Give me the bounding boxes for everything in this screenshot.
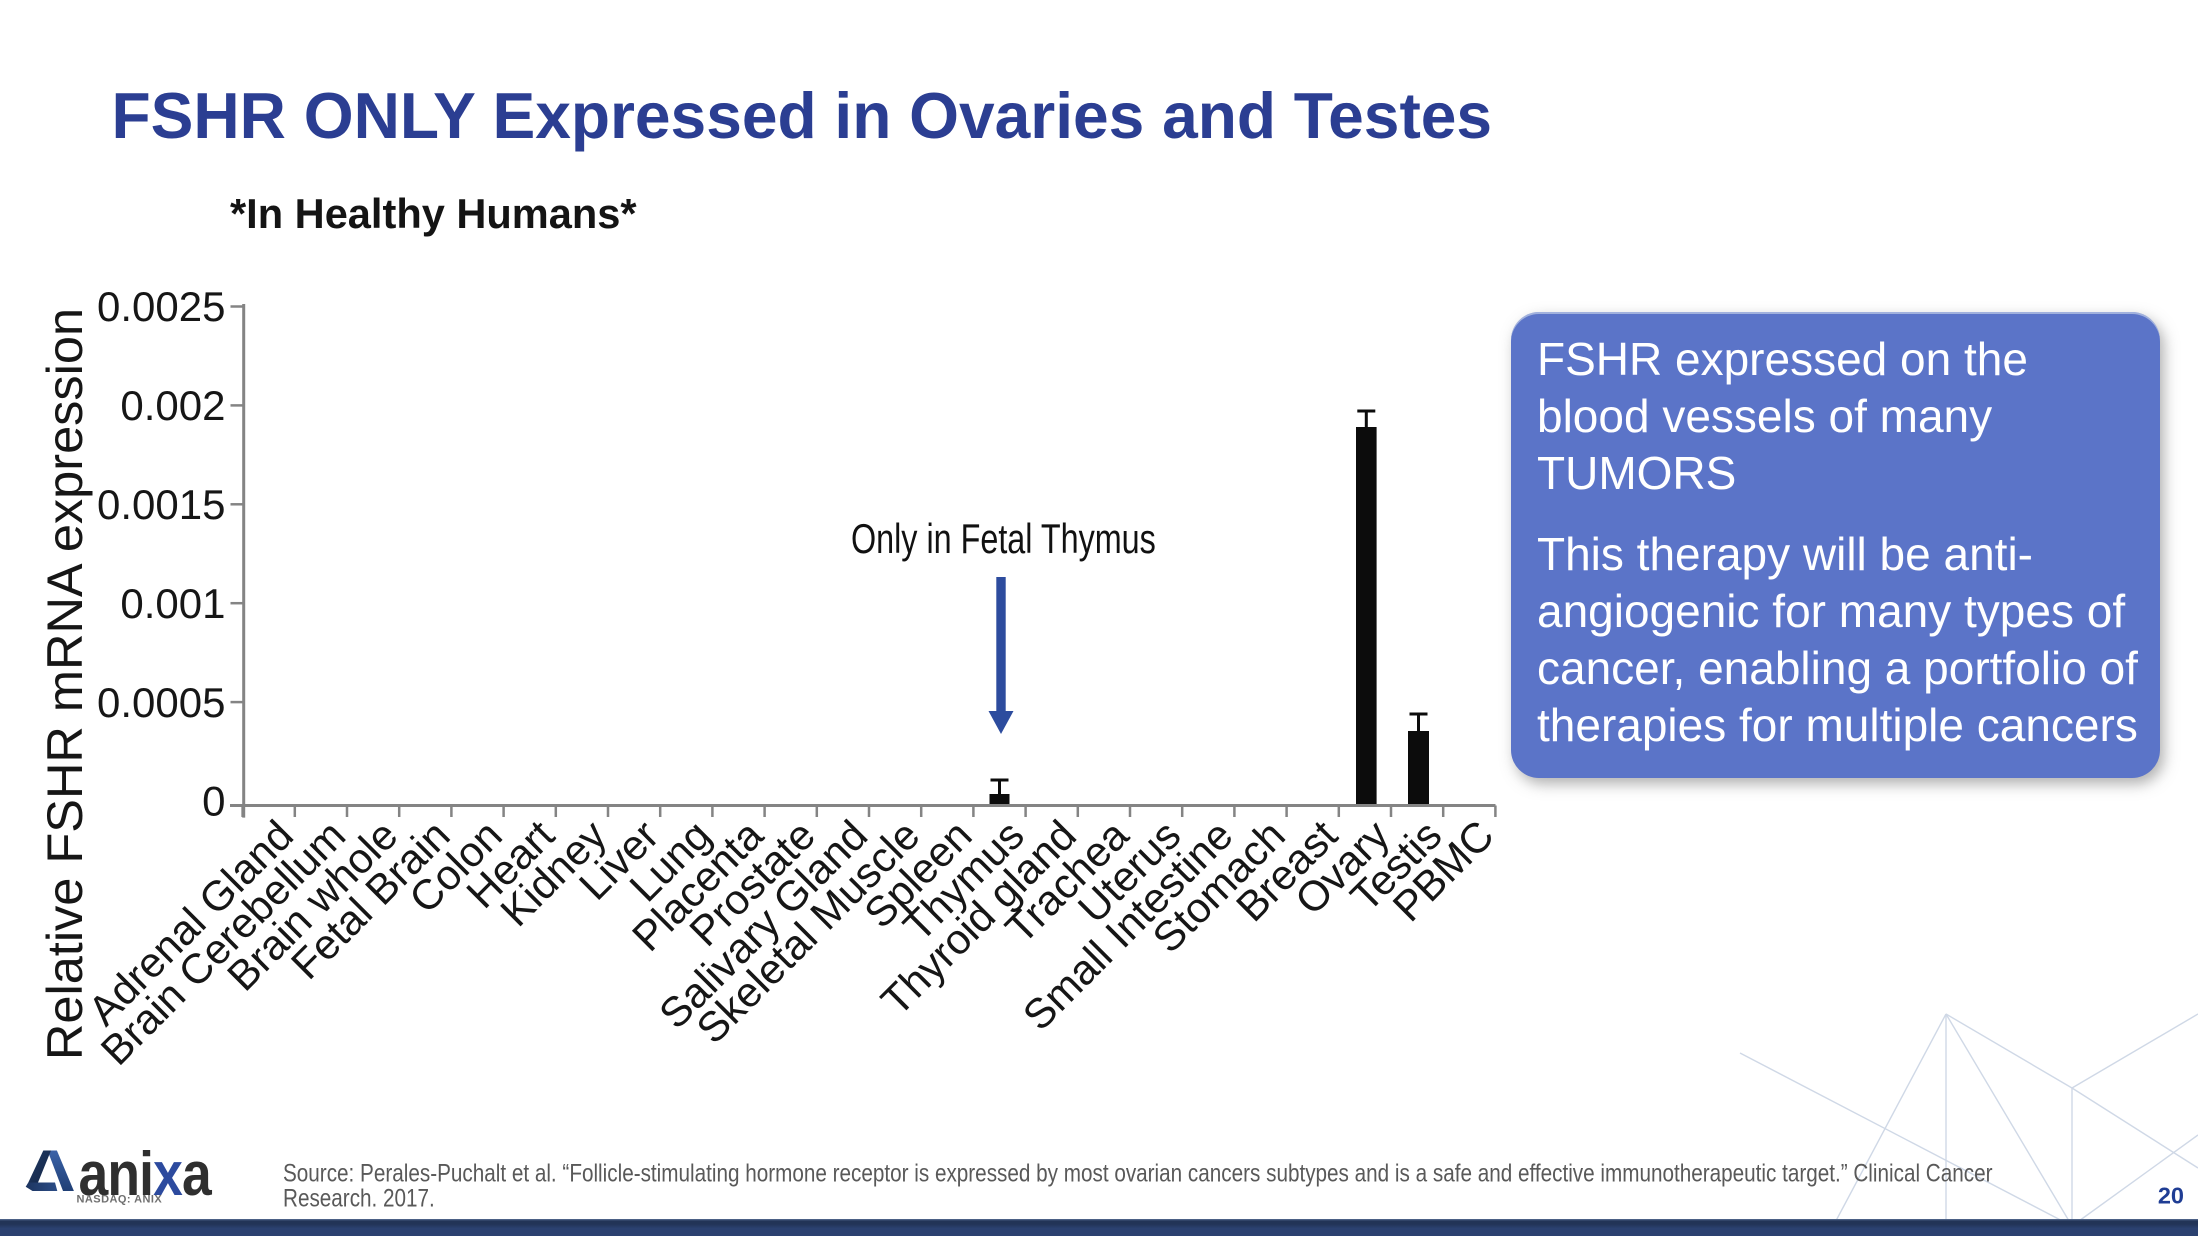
svg-text:Only in Fetal Thymus: Only in Fetal Thymus [851,515,1156,562]
svg-text:0.0025: 0.0025 [97,283,225,330]
svg-text:Relative FSHR mRNA expression: Relative FSHR mRNA expression [36,308,93,1060]
svg-text:Research. 2017.: Research. 2017. [283,1184,435,1212]
svg-text:FSHR ONLY Expressed in Ovaries: FSHR ONLY Expressed in Ovaries and Teste… [112,80,1493,153]
svg-text:0.0015: 0.0015 [97,481,225,528]
svg-text:0.002: 0.002 [120,382,225,429]
svg-text:0.0005: 0.0005 [97,679,225,726]
svg-text:anixa: anixa [79,1139,213,1209]
svg-text:Source: Perales-Puchalt et al.: Source: Perales-Puchalt et al. “Follicle… [283,1159,1993,1187]
svg-text:0.001: 0.001 [120,580,225,627]
svg-text:0: 0 [202,778,225,825]
svg-text:20: 20 [2158,1182,2184,1208]
svg-text:NASDAQ: ANIX: NASDAQ: ANIX [77,1194,163,1206]
svg-text:*In Healthy Humans*: *In Healthy Humans* [230,190,637,237]
